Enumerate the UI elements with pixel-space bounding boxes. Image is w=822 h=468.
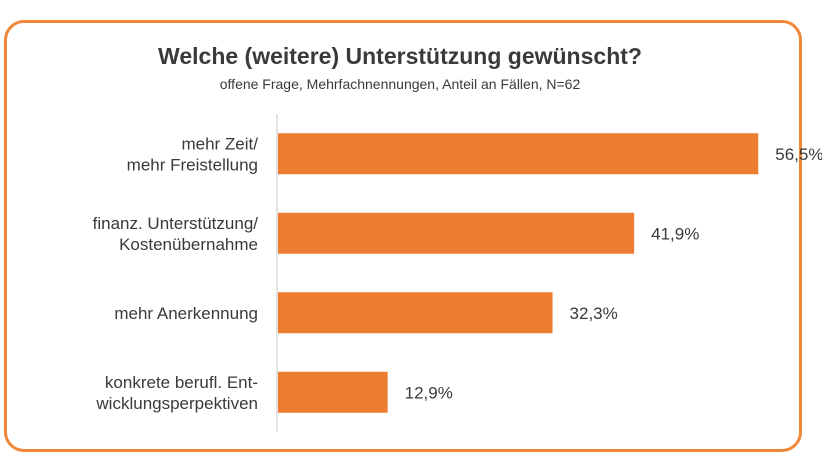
category-label-line: mehr Zeit/ — [181, 134, 258, 153]
bars-group — [278, 133, 759, 413]
value-label-3: 12,9% — [405, 383, 453, 402]
bar-3 — [278, 371, 388, 413]
category-label-line: mehr Freistellung — [127, 155, 258, 174]
category-labels-group: mehr Zeit/mehr Freistellung finanz. Unter… — [93, 134, 259, 413]
category-label-line: konkrete berufl. Ent- — [105, 373, 258, 392]
category-label-3: konkrete berufl. Ent-wicklungsperpektive… — [95, 373, 258, 413]
chart-subtitle: offene Frage, Mehrfachnennungen, Anteil … — [219, 76, 581, 92]
bar-0 — [278, 133, 759, 175]
value-label-1: 41,9% — [651, 224, 699, 243]
category-label-2: mehr Anerkennung — [114, 304, 258, 323]
value-label-2: 32,3% — [570, 304, 618, 323]
bar-1 — [278, 212, 635, 254]
category-label-line: mehr Anerkennung — [114, 304, 258, 323]
value-labels-group: 56,5% 41,9% 32,3% 12,9% — [405, 145, 822, 403]
category-label-line: finanz. Unterstützung/ — [93, 214, 259, 233]
category-label-1: finanz. Unterstützung/Kostenübernahme — [93, 214, 259, 254]
chart-title: Welche (weitere) Unterstützung gewünscht… — [158, 43, 642, 69]
category-label-line: wicklungsperpektiven — [95, 394, 258, 413]
category-label-line: Kostenübernahme — [119, 235, 258, 254]
category-label-0: mehr Zeit/mehr Freistellung — [127, 134, 259, 174]
value-label-0: 56,5% — [775, 145, 822, 164]
bar-2 — [278, 292, 553, 334]
